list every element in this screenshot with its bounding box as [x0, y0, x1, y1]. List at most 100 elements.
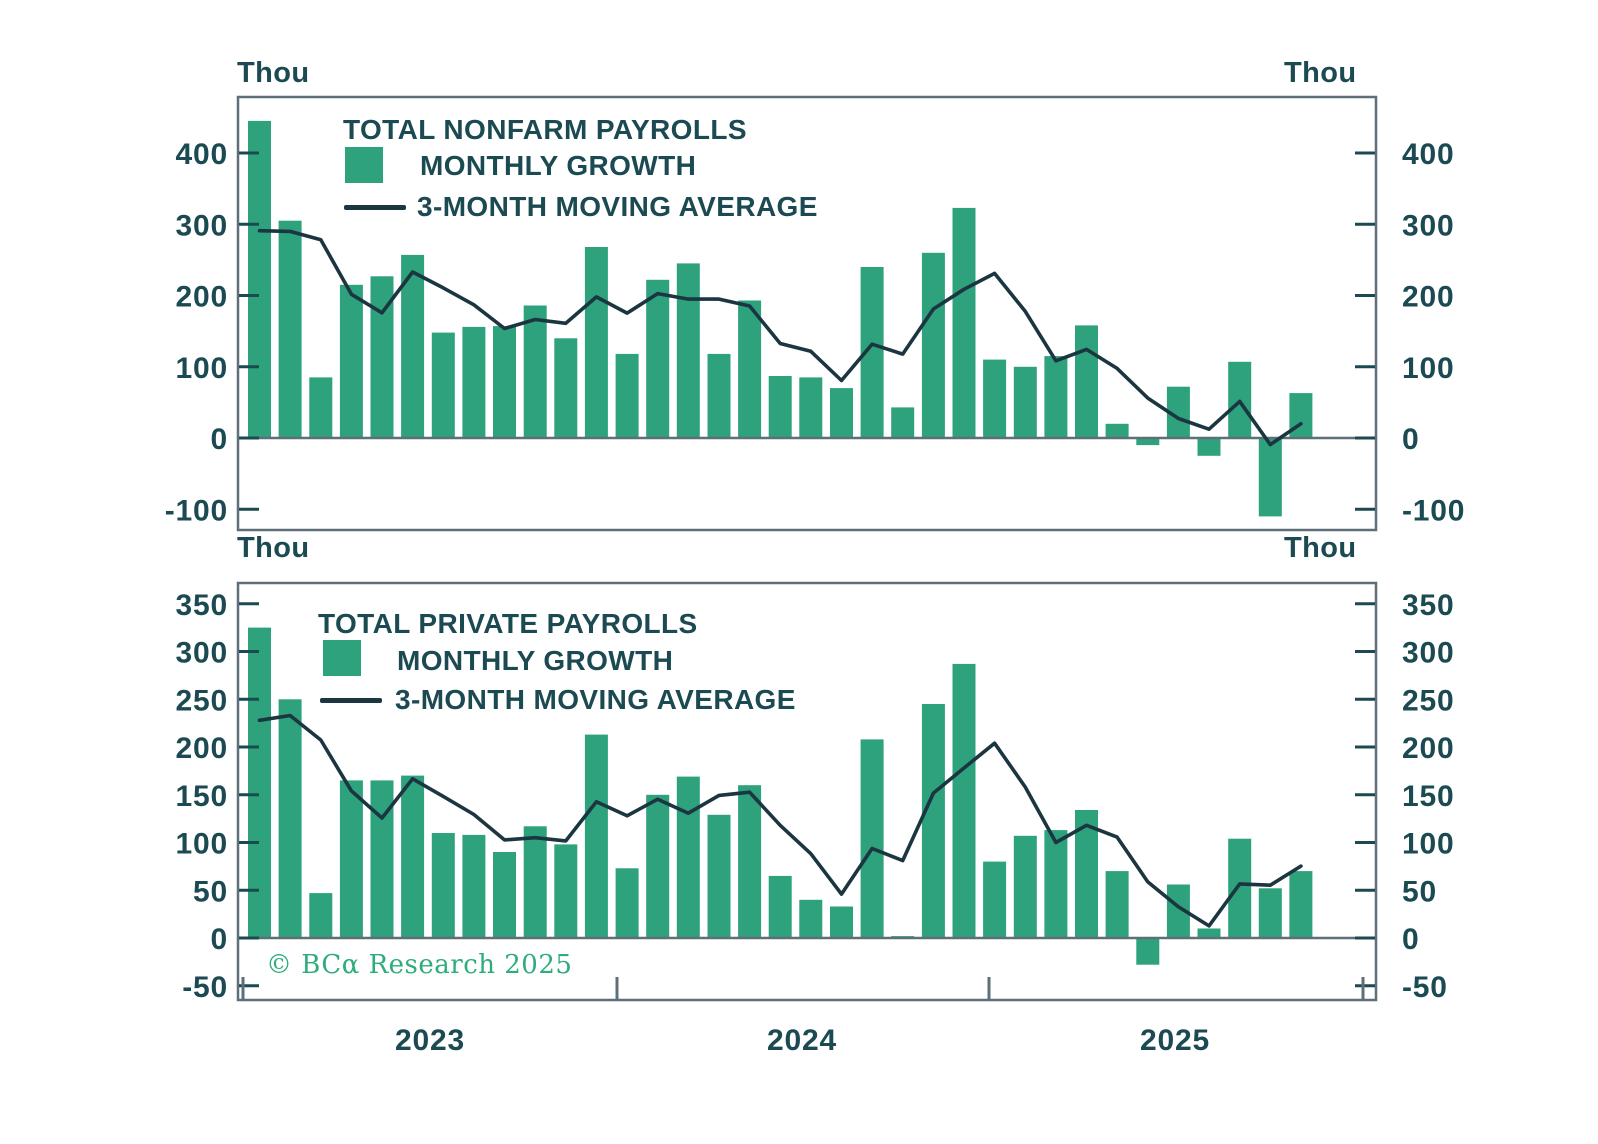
bar — [1166, 386, 1190, 438]
bar — [401, 775, 425, 938]
bar — [431, 332, 455, 439]
y-axis-label-right: 150 — [1402, 780, 1454, 813]
bar — [1013, 835, 1037, 938]
bar — [339, 284, 363, 438]
bar — [738, 785, 762, 938]
y-axis-label-left: 0 — [211, 423, 229, 456]
bar — [248, 120, 271, 439]
chart1-line-legend-label: 3-MONTH MOVING AVERAGE — [417, 191, 818, 222]
bar — [462, 834, 486, 938]
bar — [1289, 871, 1313, 938]
bar — [799, 377, 823, 438]
y-axis-label-right: 300 — [1402, 637, 1454, 670]
chart1-bar-legend-label: MONTHLY GROWTH — [420, 150, 697, 181]
unit-label-bottom-left: Thou — [237, 532, 310, 564]
y-axis-label-right: 100 — [1402, 828, 1454, 861]
year-label: 2024 — [767, 1024, 837, 1057]
bar — [860, 739, 884, 938]
bar — [309, 893, 333, 938]
bar — [1013, 366, 1037, 439]
chart-panel-2: -50 -50 0 0 50 50 100 100 150 150 200 200 250 250 300 3… — [176, 581, 1454, 1004]
chart2-bar-legend-swatch — [323, 640, 361, 676]
bar — [830, 906, 853, 938]
y-axis-label-right: 0 — [1402, 923, 1420, 956]
bar — [309, 377, 333, 438]
y-axis-label-left: 350 — [176, 589, 228, 622]
bar — [952, 207, 976, 438]
y-axis-label-right: 350 — [1402, 589, 1454, 622]
chart1-bar-legend-swatch — [345, 147, 383, 183]
y-axis-label-left: 400 — [176, 138, 228, 171]
y-axis-label-right: -100 — [1402, 494, 1465, 527]
y-axis-label-left: 300 — [176, 209, 228, 242]
bar — [676, 776, 700, 938]
bar — [676, 263, 700, 438]
y-axis-label-right: 400 — [1402, 138, 1454, 171]
bar — [646, 794, 670, 939]
bars-series — [248, 627, 1313, 965]
bar — [1258, 438, 1282, 517]
chart2-line-legend-label: 3-MONTH MOVING AVERAGE — [395, 684, 796, 715]
bar — [1136, 938, 1160, 965]
bar — [431, 833, 455, 938]
chart2-line-legend-sample — [320, 698, 382, 703]
y-axis-label-left: 200 — [176, 732, 228, 765]
chart-panel-1: -100 -100 0 0 100 100 200 200 300 300 400 400 — [165, 95, 1465, 532]
bar — [768, 875, 792, 938]
bar — [370, 780, 394, 938]
y-axis-label-left: 200 — [176, 281, 228, 314]
y-axis-label-left: -50 — [182, 971, 228, 1004]
bar — [278, 220, 302, 438]
unit-label-bottom-right: Thou — [1284, 532, 1357, 564]
bar — [554, 338, 578, 439]
y-axis-label-left: -100 — [165, 494, 228, 527]
year-label: 2023 — [395, 1024, 465, 1057]
bar — [1044, 830, 1068, 938]
bar — [1166, 884, 1190, 938]
bar — [1105, 871, 1129, 938]
bar — [1075, 325, 1098, 438]
bar — [401, 254, 425, 438]
bar — [1105, 423, 1129, 439]
bar — [646, 279, 670, 438]
unit-label-top-left: Thou — [237, 57, 310, 89]
y-axis-label-right: 200 — [1402, 281, 1454, 314]
y-axis-label-right: 0 — [1402, 423, 1420, 456]
bar — [554, 844, 578, 938]
bar — [891, 407, 915, 438]
bar — [1197, 928, 1221, 938]
chart2-bar-legend-label: MONTHLY GROWTH — [397, 645, 674, 676]
y-axis-label-left: 50 — [193, 875, 228, 908]
plot-frame — [236, 581, 1378, 1002]
chart1-title: TOTAL NONFARM PAYROLLS — [343, 114, 747, 145]
bar — [615, 353, 639, 438]
y-axis-label-right: 300 — [1402, 209, 1454, 242]
bar — [707, 353, 731, 438]
plot-frame — [236, 95, 1378, 532]
bar — [983, 359, 1007, 438]
y-axis-label-right: 200 — [1402, 732, 1454, 765]
bar — [1136, 438, 1160, 446]
bar — [462, 326, 486, 439]
y-axis-label-left: 0 — [211, 923, 229, 956]
bar — [615, 868, 639, 938]
y-axis-label-left: 150 — [176, 780, 228, 813]
y-axis-label-left: 100 — [176, 828, 228, 861]
y-axis-label-left: 300 — [176, 637, 228, 670]
bar — [921, 704, 945, 938]
y-axis-label-right: -50 — [1402, 971, 1448, 1004]
y-axis-label-right: 100 — [1402, 352, 1454, 385]
moving-average-line — [257, 713, 1303, 928]
y-axis-label-right: 250 — [1402, 684, 1454, 717]
bar — [278, 699, 302, 939]
bar — [1044, 356, 1068, 438]
bar — [1197, 438, 1221, 456]
bar — [523, 305, 547, 438]
bars-series — [248, 120, 1313, 517]
chart2-title: TOTAL PRIVATE PAYROLLS — [318, 608, 698, 639]
bar — [493, 326, 516, 438]
bar — [370, 276, 394, 438]
bar — [860, 267, 884, 438]
